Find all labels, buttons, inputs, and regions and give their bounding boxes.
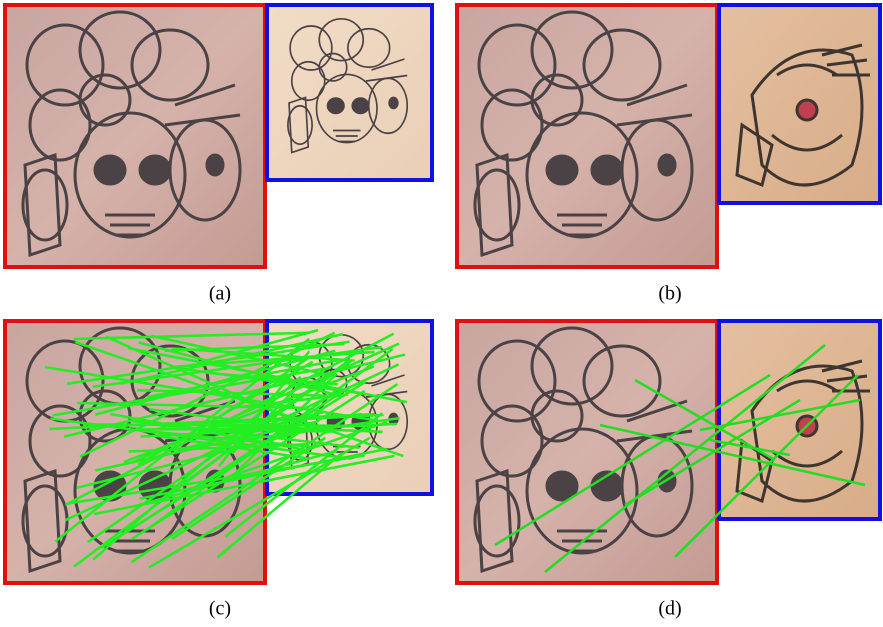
caption: (a) <box>209 283 231 305</box>
caption: (b) <box>658 283 681 305</box>
target-image <box>457 5 717 267</box>
caption: (d) <box>658 598 681 620</box>
caption: (c) <box>209 598 231 620</box>
query-image <box>267 5 432 180</box>
target-image <box>5 5 265 267</box>
figure: (a) (b) (c) (d) <box>0 0 883 627</box>
